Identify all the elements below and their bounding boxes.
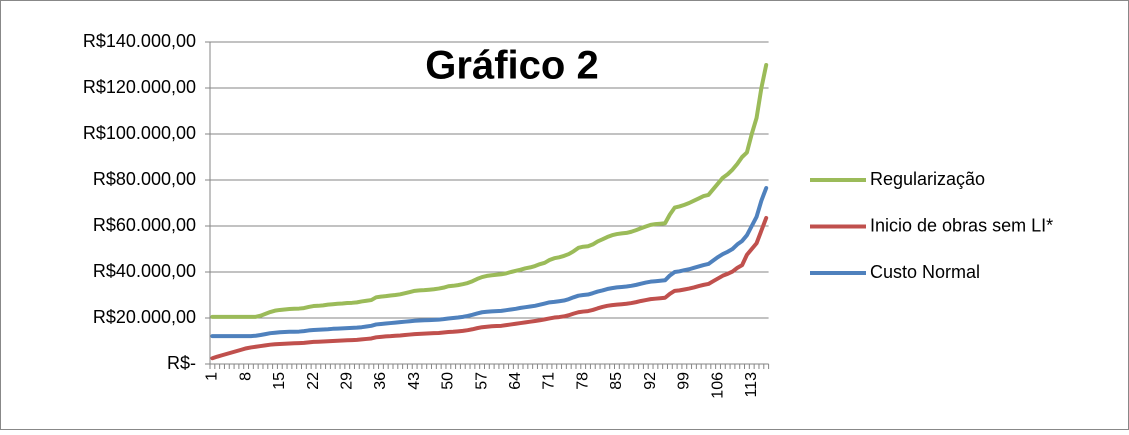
x-tick-label: 85 xyxy=(608,372,625,390)
series-line xyxy=(210,63,769,319)
y-tick-label: R$120.000,00 xyxy=(83,77,196,97)
x-tick-label: 64 xyxy=(507,372,524,390)
x-tick-label: 43 xyxy=(406,372,423,390)
chart-title: Gráfico 2 xyxy=(425,44,598,88)
legend-label: Inicio de obras sem LI* xyxy=(870,215,1053,235)
y-tick-label: R$40.000,00 xyxy=(93,261,196,281)
series-line xyxy=(210,186,769,339)
legend-label: Regularização xyxy=(870,169,985,189)
x-tick-label: 22 xyxy=(305,372,322,390)
y-tick-label: R$60.000,00 xyxy=(93,215,196,235)
x-tick-label: 106 xyxy=(709,372,726,399)
y-tick-label: R$100.000,00 xyxy=(83,123,196,143)
y-tick-label: R$140.000,00 xyxy=(83,31,196,51)
legend-label: Custo Normal xyxy=(870,262,980,282)
x-tick-label: 113 xyxy=(743,372,760,398)
y-tick-label: R$80.000,00 xyxy=(93,169,196,189)
x-tick-label: 29 xyxy=(338,372,355,390)
x-tick-label: 15 xyxy=(271,372,288,390)
x-tick-label: 99 xyxy=(676,372,693,390)
x-tick-label: 50 xyxy=(440,372,457,390)
y-tick-label: R$- xyxy=(167,353,196,373)
x-tick-label: 71 xyxy=(541,372,558,390)
x-tick-label: 1 xyxy=(204,372,221,381)
x-tick-label: 92 xyxy=(642,372,659,390)
x-tick-label: 8 xyxy=(237,372,254,381)
y-tick-label: R$20.000,00 xyxy=(93,307,196,327)
x-tick-label: 57 xyxy=(473,372,490,390)
x-tick-label: 36 xyxy=(372,372,389,390)
x-tick-label: 78 xyxy=(574,372,591,390)
series-line xyxy=(210,215,769,361)
